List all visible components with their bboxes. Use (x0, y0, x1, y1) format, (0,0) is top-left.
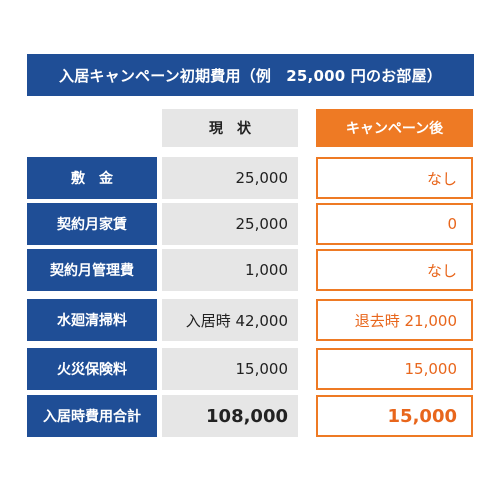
current-value: 入居時 42,000 (162, 299, 298, 341)
current-value: 1,000 (162, 249, 298, 291)
campaign-value: 15,000 (316, 348, 473, 390)
column-header-campaign: キャンペーン後 (316, 109, 473, 147)
table-row-cleaning-fee: 水廻清掃料 入居時 42,000 退去時 21,000 (27, 299, 474, 341)
row-label: 水廻清掃料 (27, 299, 157, 341)
current-value: 15,000 (162, 348, 298, 390)
row-label: 契約月管理費 (27, 249, 157, 291)
table-row-management-fee: 契約月管理費 1,000 なし (27, 249, 474, 291)
column-header-current: 現 状 (162, 109, 298, 147)
current-value: 25,000 (162, 203, 298, 245)
table-row-deposit: 敷 金 25,000 なし (27, 157, 474, 199)
campaign-total-value: 15,000 (316, 395, 473, 437)
table-title: 入居キャンペーン初期費用（例 25,000 円のお部屋） (27, 54, 474, 96)
row-label: 敷 金 (27, 157, 157, 199)
current-total-value: 108,000 (162, 395, 298, 437)
campaign-value: なし (316, 157, 473, 199)
campaign-value: なし (316, 249, 473, 291)
row-label: 契約月家賃 (27, 203, 157, 245)
table-row-first-month-rent: 契約月家賃 25,000 0 (27, 203, 474, 245)
row-label: 入居時費用合計 (27, 395, 157, 437)
table-row-total: 入居時費用合計 108,000 15,000 (27, 395, 474, 437)
table-row-fire-insurance: 火災保険料 15,000 15,000 (27, 348, 474, 390)
row-label: 火災保険料 (27, 348, 157, 390)
current-value: 25,000 (162, 157, 298, 199)
campaign-value: 0 (316, 203, 473, 245)
campaign-value: 退去時 21,000 (316, 299, 473, 341)
